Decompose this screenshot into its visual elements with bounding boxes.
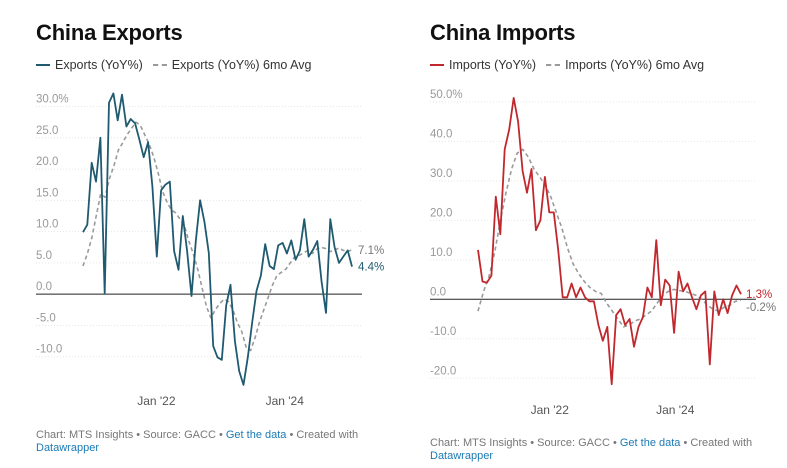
x-tick-label: Jan '24 [266,394,305,408]
y-tick-label: 30.0 [430,168,452,180]
y-tick-label: 30.0% [36,94,69,106]
y-tick-label: 0.0 [430,286,446,298]
exports-panel: China Exports Exports (YoY%) Exports (Yo… [36,20,384,455]
series-main-line [82,92,353,386]
y-tick-label: 10.0 [36,219,58,231]
legend-solid-line-icon [430,64,444,66]
y-tick-label: -20.0 [430,365,456,377]
y-tick-label: 50.0% [430,89,463,101]
y-tick-label: 20.0 [430,207,452,219]
legend-dashed-line-icon [546,64,561,66]
x-tick-label: Jan '22 [137,394,176,408]
imports-legend: Imports (YoY%) Imports (YoY%) 6mo Avg [430,58,704,72]
series-avg-line [82,121,353,352]
legend-exports-label: Exports (YoY%) [55,58,143,72]
end-value-label: -0.2% [746,302,776,314]
y-tick-label: 40.0 [430,128,452,140]
exports-footer: Chart: MTS Insights • Source: GACC • Get… [36,429,358,455]
footer-credit: Chart: MTS Insights • Source: GACC • [36,429,226,441]
get-the-data-link[interactable]: Get the data [619,437,681,449]
y-tick-label: 5.0 [36,250,52,262]
y-tick-label: 25.0 [36,125,58,137]
datawrapper-link[interactable]: Datawrapper [430,450,493,462]
imports-panel: China Imports Imports (YoY%) Imports (Yo… [394,0,787,468]
exports-chart-title: China Exports [36,20,183,45]
x-tick-label: Jan '22 [531,403,570,417]
y-tick-label: 10.0 [430,247,452,259]
y-tick-label: -5.0 [36,312,56,324]
datawrapper-link[interactable]: Datawrapper [36,442,99,454]
legend-dashed-line-icon [152,64,167,66]
footer-created-with: • Created with [680,437,753,449]
y-tick-label: 15.0 [36,187,58,199]
imports-footer: Chart: MTS Insights • Source: GACC • Get… [430,437,752,463]
series-main-line [477,96,742,386]
get-the-data-link[interactable]: Get the data [225,429,287,441]
y-tick-label: 0.0 [36,281,52,293]
footer-created-with: • Created with [286,429,359,441]
y-tick-label: -10.0 [430,326,456,338]
legend-imports-avg-label: Imports (YoY%) 6mo Avg [565,58,705,72]
y-tick-label: -10.0 [36,344,62,356]
legend-exports-avg-label: Exports (YoY%) 6mo Avg [171,58,312,72]
imports-line-chart: -20.0 -10.0 0.0 10.0 20.0 30.0 40.0 50.0% Jan '2… [430,89,776,417]
end-value-label: 4.4% [358,262,384,274]
exports-legend: Exports (YoY%) Exports (YoY%) 6mo Avg [36,58,311,72]
x-tick-label: Jan '24 [656,403,695,417]
series-avg-line [477,148,742,328]
legend-solid-line-icon [36,64,50,66]
legend-imports-label: Imports (YoY%) [449,58,537,72]
end-value-label: 1.3% [746,289,772,301]
y-tick-label: 20.0 [36,156,58,168]
end-value-label: 7.1% [358,245,384,257]
exports-line-chart: -10.0 -5.0 0.0 5.0 10.0 15.0 20.0 25.0 30.0% Jan … [36,92,384,408]
imports-chart-title: China Imports [430,20,576,45]
footer-credit: Chart: MTS Insights • Source: GACC • [430,437,620,449]
